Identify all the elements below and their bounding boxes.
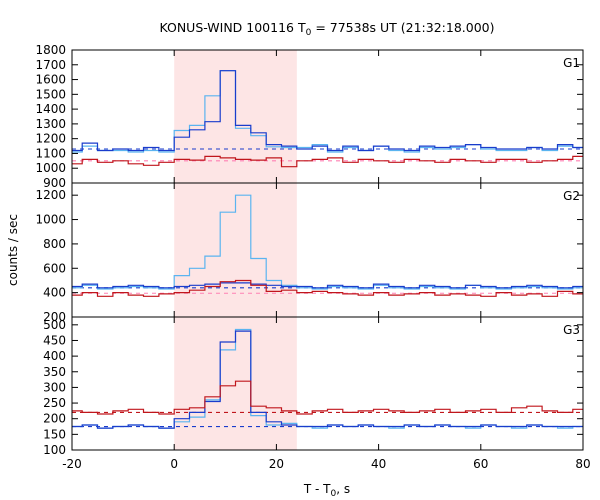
x-tick-label: 40 [371,457,386,471]
x-axis-label: T - T0, s [303,482,350,499]
series-group [72,194,583,297]
series-line-red [72,155,583,168]
y-tick-label: 1200 [35,188,66,202]
y-tick-label: 900 [43,176,66,190]
series-line-red [72,279,583,297]
x-tick-label: 0 [170,457,178,471]
series-line-light_blue [72,194,583,290]
series-line-blue [72,70,583,152]
y-tick-label: 300 [43,380,66,394]
y-tick-label: 150 [43,427,66,441]
y-tick-label: 400 [43,286,66,300]
x-tick-label: 60 [473,457,488,471]
series-line-red [72,380,583,415]
y-tick-label: 500 [43,318,66,332]
y-tick-label: 200 [43,412,66,426]
panel-label: G2 [563,189,580,203]
y-tick-label: 1600 [35,73,66,87]
panels-group: 900100011001200130014001500160017001800G… [35,43,590,471]
panel-label: G1 [563,56,580,70]
x-tick-label: 20 [269,457,284,471]
y-tick-label: 250 [43,396,66,410]
y-tick-label: 400 [43,349,66,363]
y-tick-label: 800 [43,237,66,251]
x-tick-label: -20 [62,457,82,471]
y-tick-label: 1300 [35,117,66,131]
y-tick-label: 1000 [35,213,66,227]
y-tick-label: 100 [43,443,66,457]
y-tick-label: 600 [43,261,66,275]
y-tick-label: 200 [43,310,66,324]
panel-label: G3 [563,323,580,337]
x-tick-label: 80 [575,457,590,471]
y-tick-label: 1700 [35,58,66,72]
y-tick-label: 1800 [35,43,66,57]
y-tick-label: 1000 [35,161,66,175]
y-tick-label: 350 [43,365,66,379]
series-line-light_blue [72,70,583,153]
y-tick-label: 1400 [35,102,66,116]
series-group [72,70,583,168]
y-tick-label: 1200 [35,132,66,146]
y-tick-label: 1100 [35,146,66,160]
series-line-light_blue [72,328,583,429]
chart-title: KONUS-WIND 100116 T0 = 77538s UT (21:32:… [159,20,494,38]
panel-frame [71,49,584,184]
series-group [72,328,583,429]
series-line-blue [72,282,583,289]
y-tick-label: 1500 [35,87,66,101]
y-tick-label: 450 [43,333,66,347]
panel-frame [71,316,584,451]
y-axis-label: counts / sec [6,214,20,286]
series-line-blue [72,330,583,429]
panel-g2: 200 400 600 800 1000 1200 G2 [35,182,584,324]
